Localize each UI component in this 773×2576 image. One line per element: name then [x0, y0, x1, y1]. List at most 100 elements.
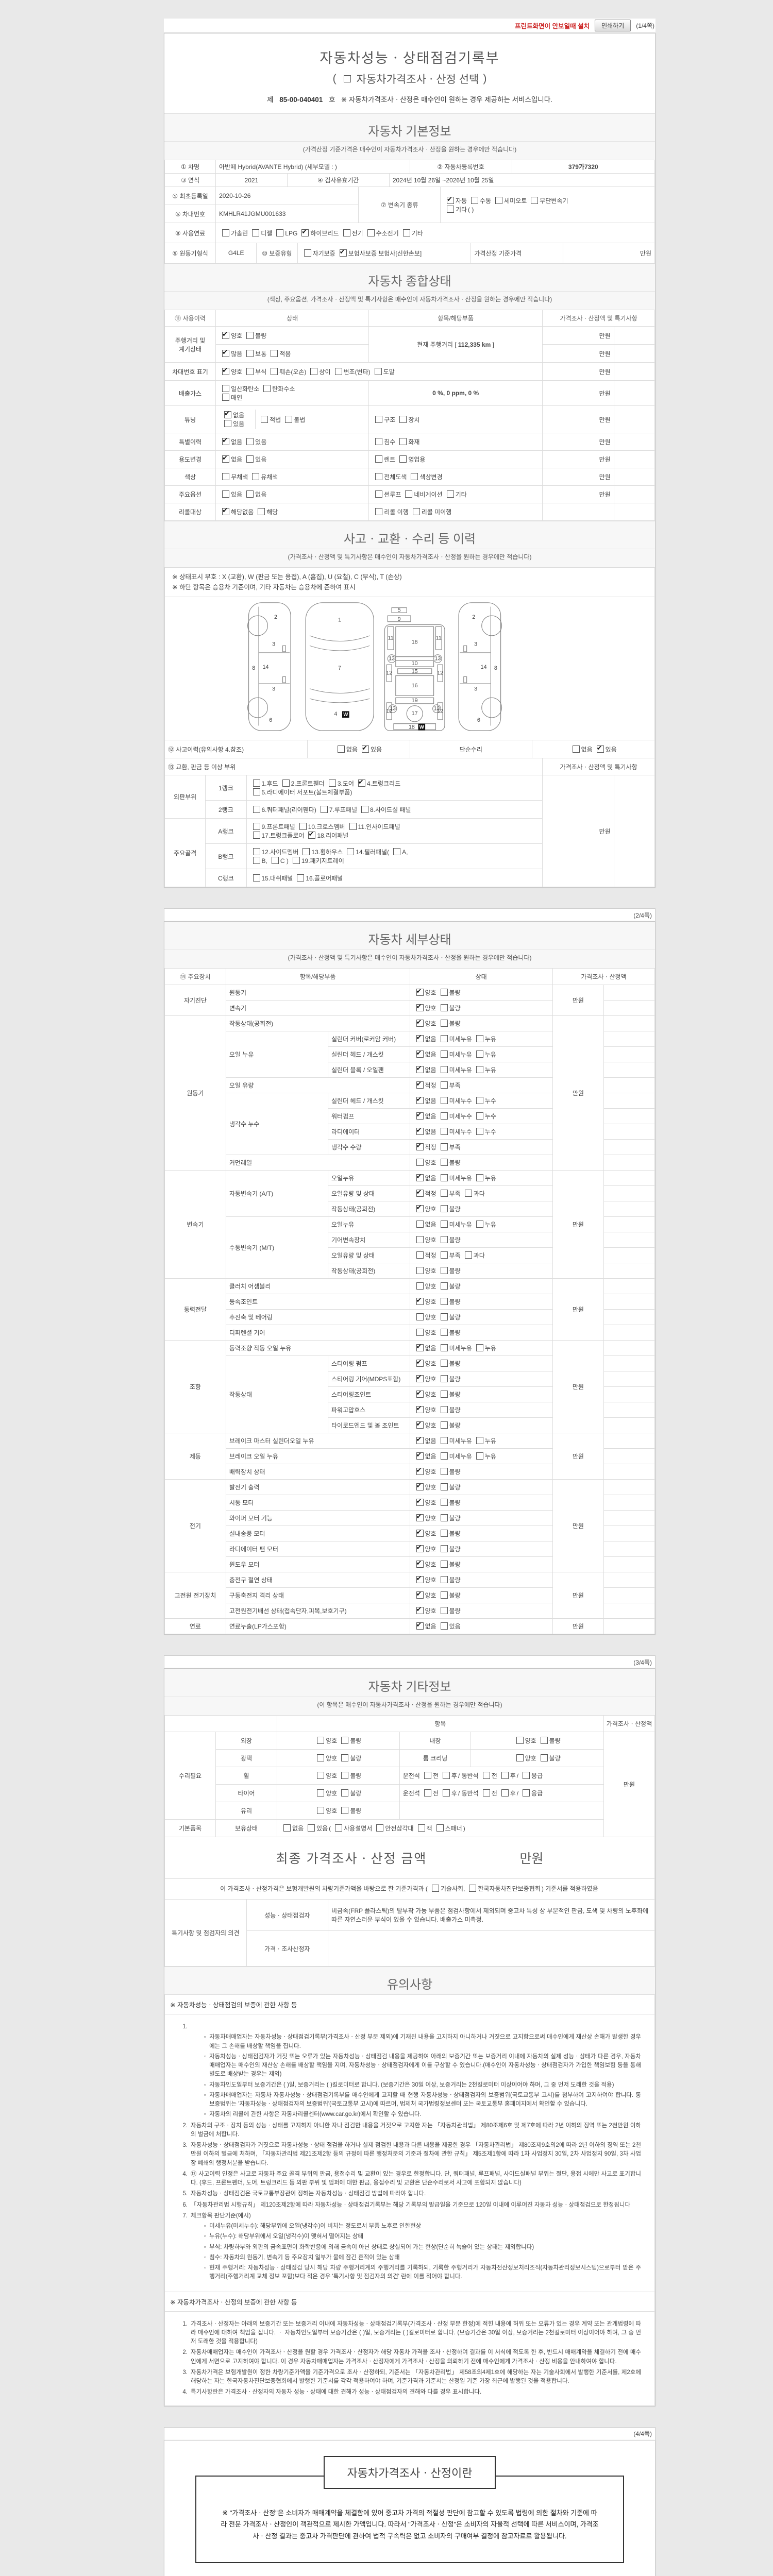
checkbox-checked[interactable]	[308, 830, 316, 839]
checkbox[interactable]	[399, 415, 407, 423]
checkbox[interactable]	[317, 1737, 325, 1744]
price-select-checkbox[interactable]	[343, 75, 351, 82]
checkbox[interactable]	[516, 1754, 524, 1761]
checkbox[interactable]	[347, 848, 355, 855]
checkbox[interactable]	[424, 1789, 431, 1797]
checkbox[interactable]	[440, 1298, 448, 1305]
checkbox[interactable]	[303, 848, 310, 855]
checkbox-checked[interactable]	[416, 1559, 424, 1568]
checkbox[interactable]	[393, 848, 401, 855]
checkbox[interactable]	[440, 1066, 448, 1073]
checkbox[interactable]	[464, 1251, 472, 1259]
checkbox[interactable]	[440, 1236, 448, 1243]
checkbox-checked[interactable]	[416, 1064, 424, 1073]
checkbox[interactable]	[252, 473, 260, 480]
checkbox[interactable]	[222, 229, 230, 236]
checkbox[interactable]	[440, 1360, 448, 1367]
checkbox[interactable]	[402, 229, 410, 236]
checkbox[interactable]	[471, 196, 479, 204]
checkbox[interactable]	[440, 1251, 448, 1259]
checkbox[interactable]	[476, 1050, 483, 1058]
checkbox[interactable]	[476, 1128, 483, 1135]
checkbox[interactable]	[440, 1514, 448, 1521]
checkbox-checked[interactable]	[596, 744, 604, 753]
checkbox-checked[interactable]	[416, 1466, 424, 1475]
checkbox[interactable]	[328, 779, 336, 787]
checkbox[interactable]	[349, 823, 357, 830]
checkbox[interactable]	[440, 1267, 448, 1274]
checkbox-checked[interactable]	[361, 744, 369, 753]
checkbox-checked[interactable]	[416, 987, 424, 996]
checkbox[interactable]	[253, 779, 260, 787]
checkbox[interactable]	[476, 1344, 483, 1351]
checkbox-checked[interactable]	[358, 778, 365, 787]
checkbox[interactable]	[222, 394, 230, 401]
checkbox[interactable]	[440, 1174, 448, 1181]
checkbox-checked[interactable]	[416, 1435, 424, 1444]
checkbox-checked[interactable]	[416, 1513, 424, 1521]
checkbox-checked[interactable]	[416, 1574, 424, 1583]
checkbox[interactable]	[253, 857, 260, 864]
checkbox[interactable]	[271, 367, 278, 375]
checkbox[interactable]	[469, 1885, 477, 1892]
checkbox[interactable]	[253, 848, 260, 855]
checkbox[interactable]	[375, 490, 383, 498]
checkbox[interactable]	[440, 1128, 448, 1135]
checkbox[interactable]	[334, 367, 342, 375]
checkbox[interactable]	[523, 1772, 530, 1779]
checkbox[interactable]	[495, 196, 503, 204]
checkbox[interactable]	[412, 508, 420, 515]
checkbox[interactable]	[572, 745, 580, 753]
checkbox[interactable]	[246, 438, 254, 445]
checkbox[interactable]	[253, 823, 260, 830]
checkbox-checked[interactable]	[416, 1080, 424, 1089]
checkbox-checked[interactable]	[416, 1003, 424, 1011]
checkbox[interactable]	[376, 1824, 384, 1832]
checkbox[interactable]	[361, 805, 368, 813]
checkbox-checked[interactable]	[416, 1126, 424, 1135]
checkbox[interactable]	[399, 455, 407, 463]
checkbox[interactable]	[374, 367, 382, 375]
checkbox[interactable]	[317, 1754, 325, 1761]
checkbox[interactable]	[276, 229, 284, 236]
checkbox[interactable]	[258, 508, 265, 515]
checkbox[interactable]	[411, 473, 418, 480]
checkbox[interactable]	[476, 1097, 483, 1104]
checkbox[interactable]	[476, 1437, 483, 1444]
checkbox-checked[interactable]	[301, 228, 309, 236]
checkbox[interactable]	[440, 1561, 448, 1568]
checkbox[interactable]	[375, 508, 383, 515]
checkbox[interactable]	[501, 1772, 509, 1779]
checkbox[interactable]	[440, 1576, 448, 1583]
checkbox[interactable]	[424, 1772, 431, 1779]
checkbox[interactable]	[341, 1789, 349, 1797]
checkbox[interactable]	[446, 205, 454, 213]
checkbox[interactable]	[440, 1391, 448, 1398]
checkbox[interactable]	[531, 196, 539, 204]
checkbox-checked[interactable]	[416, 1482, 424, 1490]
checkbox[interactable]	[253, 805, 260, 813]
checkbox[interactable]	[476, 1112, 483, 1120]
checkbox[interactable]	[446, 490, 454, 498]
checkbox[interactable]	[440, 1159, 448, 1166]
checkbox[interactable]	[299, 823, 307, 830]
checkbox[interactable]	[343, 229, 350, 236]
checkbox[interactable]	[440, 1282, 448, 1290]
checkbox-checked[interactable]	[222, 454, 230, 463]
checkbox[interactable]	[476, 1035, 483, 1042]
checkbox[interactable]	[440, 989, 448, 996]
checkbox[interactable]	[440, 1205, 448, 1212]
checkbox[interactable]	[253, 832, 260, 839]
checkbox[interactable]	[271, 349, 278, 357]
checkbox[interactable]	[246, 349, 254, 357]
checkbox[interactable]	[375, 438, 383, 445]
checkbox[interactable]	[317, 1772, 325, 1779]
checkbox[interactable]	[440, 1622, 448, 1630]
checkbox-checked[interactable]	[416, 1544, 424, 1552]
checkbox[interactable]	[440, 1483, 448, 1490]
checkbox[interactable]	[440, 1313, 448, 1320]
checkbox[interactable]	[523, 1789, 530, 1797]
checkbox[interactable]	[440, 1020, 448, 1027]
checkbox[interactable]	[440, 1081, 448, 1089]
checkbox-checked[interactable]	[416, 1621, 424, 1630]
